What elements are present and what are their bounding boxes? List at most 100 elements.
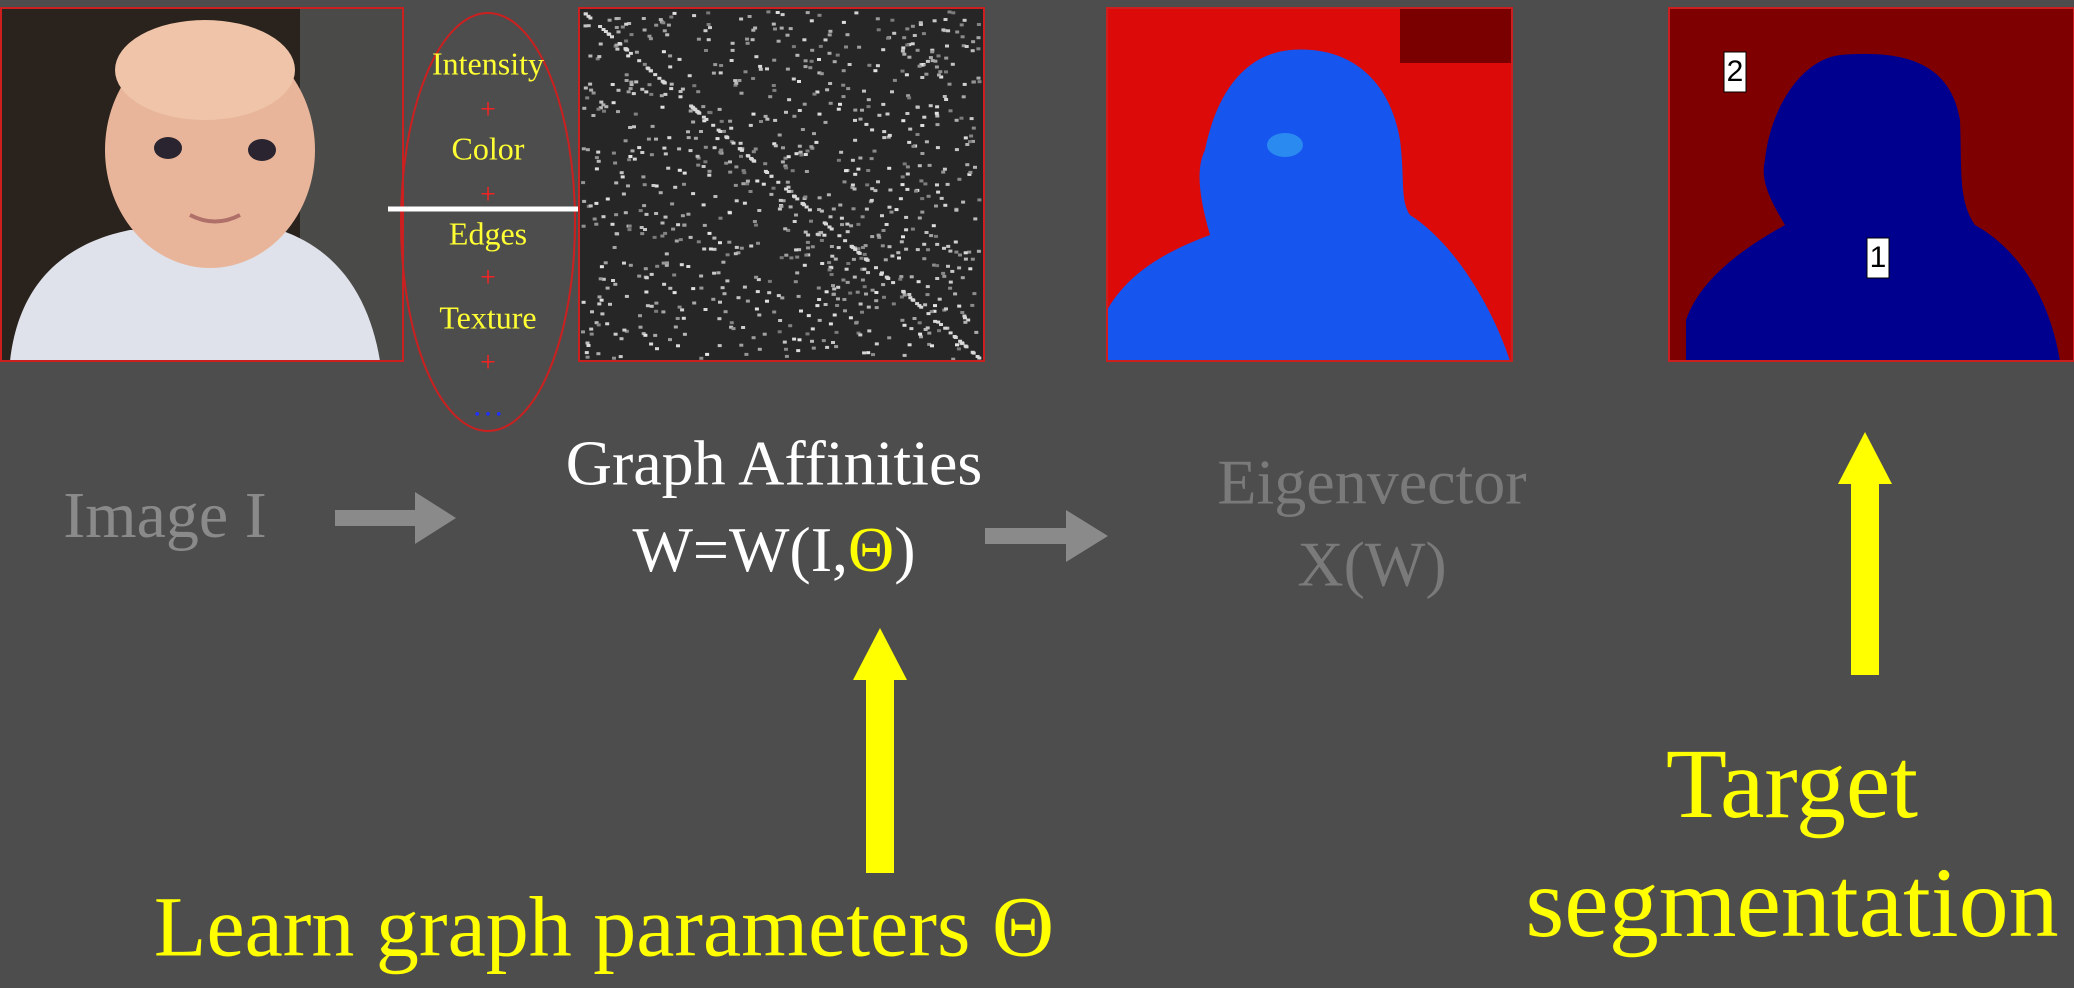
- matrix-cell: [699, 287, 703, 290]
- matrix-cell: [929, 104, 933, 107]
- matrix-cell: [902, 291, 906, 294]
- matrix-cell: [730, 321, 734, 324]
- matrix-cell: [890, 255, 894, 258]
- matrix-cell: [581, 181, 585, 184]
- matrix-cell: [972, 292, 976, 295]
- matrix-cell: [841, 84, 845, 87]
- matrix-cell: [890, 211, 894, 214]
- matrix-cell: [846, 281, 850, 284]
- matrix-cell: [807, 314, 811, 317]
- matrix-cell: [608, 19, 612, 22]
- matrix-cell: [668, 54, 672, 57]
- matrix-cell: [737, 79, 741, 82]
- matrix-cell: [818, 113, 822, 116]
- matrix-cell: [683, 333, 687, 336]
- matrix-cell: [637, 59, 641, 62]
- matrix-cell: [950, 270, 954, 273]
- matrix-cell: [681, 214, 685, 217]
- matrix-cell: [881, 48, 885, 51]
- matrix-cell: [793, 220, 797, 223]
- matrix-cell: [926, 248, 930, 251]
- matrix-cell: [665, 33, 669, 36]
- matrix-cell: [839, 151, 843, 154]
- matrix-cell: [706, 11, 710, 14]
- matrix-cell: [808, 208, 812, 211]
- matrix-cell: [809, 220, 813, 223]
- matrix-cell: [646, 304, 650, 307]
- matrix-cell: [836, 297, 840, 300]
- matrix-cell: [622, 193, 626, 196]
- matrix-cell: [929, 56, 933, 59]
- matrix-cell: [941, 171, 945, 174]
- matrix-cell: [867, 98, 871, 101]
- matrix-cell: [679, 90, 683, 93]
- matrix-cell: [907, 293, 911, 296]
- matrix-cell: [854, 322, 858, 325]
- matrix-cell: [935, 115, 939, 118]
- matrix-cell: [828, 52, 832, 55]
- matrix-cell: [628, 225, 632, 228]
- matrix-cell: [724, 162, 728, 165]
- plus: +: [480, 179, 496, 210]
- matrix-cell: [893, 79, 897, 82]
- matrix-cell: [933, 304, 937, 307]
- matrix-cell: [876, 17, 880, 20]
- matrix-cell: [832, 293, 836, 296]
- matrix-cell: [587, 15, 591, 18]
- matrix-cell: [752, 113, 756, 116]
- matrix-cell: [946, 29, 950, 32]
- matrix-cell: [686, 213, 690, 216]
- matrix-cell: [654, 212, 658, 215]
- matrix-cell: [916, 106, 920, 109]
- matrix-cell: [611, 279, 615, 282]
- matrix-cell: [830, 255, 834, 258]
- matrix-cell: [810, 340, 814, 343]
- matrix-cell: [918, 321, 922, 324]
- matrix-cell: [820, 239, 824, 242]
- matrix-cell: [703, 160, 707, 163]
- matrix-cell: [689, 149, 693, 152]
- matrix-cell: [620, 171, 624, 174]
- matrix-cell: [941, 28, 945, 31]
- matrix-cell: [733, 79, 737, 82]
- matrix-cell: [935, 183, 939, 186]
- matrix-cell: [860, 109, 864, 112]
- matrix-cell: [675, 240, 679, 243]
- matrix-cell: [663, 29, 667, 32]
- matrix-cell: [660, 235, 664, 238]
- matrix-cell: [781, 160, 785, 163]
- matrix-cell: [608, 303, 612, 306]
- matrix-cell: [610, 35, 614, 38]
- matrix-cell: [765, 67, 769, 70]
- matrix-cell: [612, 357, 616, 360]
- matrix-cell: [739, 142, 743, 145]
- matrix-cell: [777, 40, 781, 43]
- target-image: 2 1: [1669, 8, 2074, 361]
- matrix-cell: [717, 317, 721, 320]
- matrix-cell: [837, 108, 841, 111]
- matrix-cell: [780, 256, 784, 259]
- matrix-cell: [874, 291, 878, 294]
- matrix-cell: [697, 240, 701, 243]
- matrix-cell: [961, 201, 965, 204]
- matrix-cell: [926, 293, 930, 296]
- matrix-cell: [691, 192, 695, 195]
- matrix-cell: [876, 64, 880, 67]
- matrix-cell: [938, 70, 942, 73]
- matrix-cell: [620, 337, 624, 340]
- matrix-cell: [663, 232, 667, 235]
- matrix-cell: [751, 77, 755, 80]
- matrix-cell: [795, 54, 799, 57]
- matrix-cell: [663, 93, 667, 96]
- matrix-cell: [882, 130, 886, 133]
- matrix-cell: [734, 184, 738, 187]
- matrix-cell: [935, 264, 939, 267]
- matrix-cell: [849, 316, 853, 319]
- matrix-cell: [971, 258, 975, 261]
- matrix-cell: [935, 66, 939, 69]
- matrix-cell: [772, 84, 776, 87]
- matrix-cell: [666, 167, 670, 170]
- matrix-cell: [640, 151, 644, 154]
- matrix-cell: [828, 226, 832, 229]
- matrix-cell: [944, 70, 948, 73]
